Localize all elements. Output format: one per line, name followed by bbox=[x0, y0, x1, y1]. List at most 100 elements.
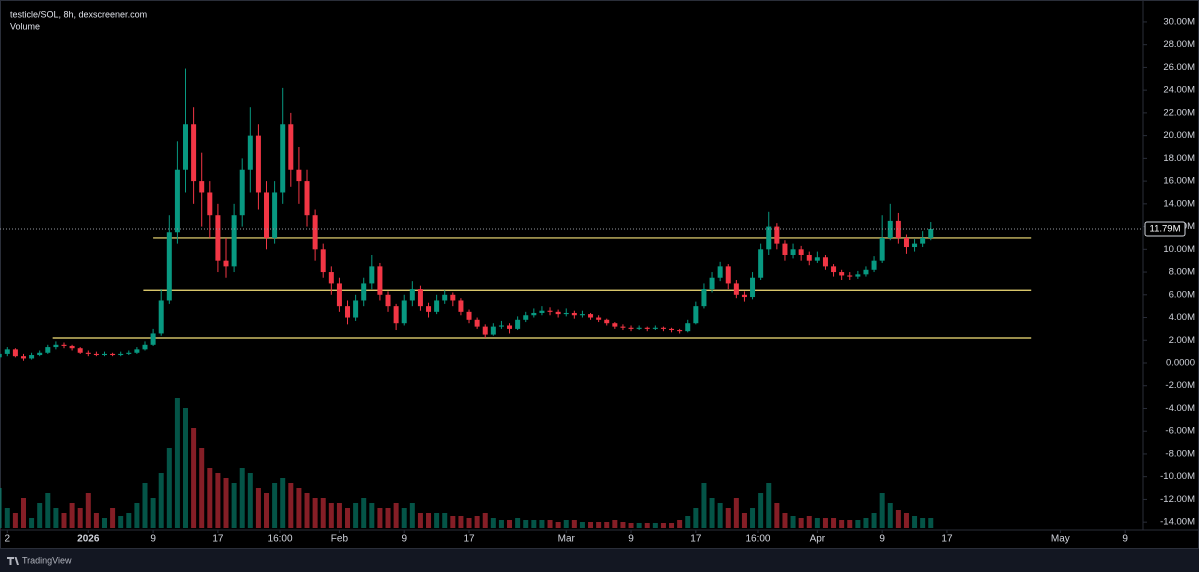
volume-bar bbox=[628, 523, 634, 528]
y-tick-label: 18.00M bbox=[1163, 153, 1195, 164]
candle-body bbox=[12, 349, 18, 357]
candle-body bbox=[563, 312, 569, 315]
volume-bar bbox=[183, 408, 189, 528]
volume-bar bbox=[928, 518, 934, 528]
candle-body bbox=[328, 272, 334, 284]
candle-body bbox=[677, 330, 683, 332]
footer-brand: TradingView bbox=[22, 555, 72, 565]
volume-bar bbox=[304, 493, 310, 528]
x-tick-label: 17 bbox=[212, 534, 224, 545]
volume-bar bbox=[725, 508, 731, 528]
volume-bar bbox=[223, 478, 229, 528]
volume-bar bbox=[85, 493, 91, 528]
candle-body bbox=[685, 323, 691, 332]
candle-body bbox=[150, 333, 156, 345]
candle-body bbox=[158, 300, 164, 334]
volume-bar bbox=[717, 503, 723, 528]
y-tick-label: -2.00M bbox=[1165, 380, 1195, 391]
volume-bar bbox=[839, 520, 845, 528]
volume-bar bbox=[385, 508, 391, 528]
candle-body bbox=[53, 344, 59, 348]
y-tick-label: 30.00M bbox=[1163, 16, 1195, 27]
volume-bar bbox=[264, 493, 270, 528]
candle-body bbox=[4, 349, 10, 354]
volume-bar bbox=[612, 520, 618, 528]
candle-body bbox=[701, 289, 707, 307]
volume-bar bbox=[620, 522, 626, 528]
candle-body bbox=[85, 352, 91, 354]
volume-bar bbox=[887, 503, 893, 528]
x-tick-label: 16:00 bbox=[268, 534, 293, 545]
volume-bar bbox=[822, 518, 828, 528]
y-tick-label: 0.0000 bbox=[1166, 358, 1195, 369]
volume-bar bbox=[733, 498, 739, 528]
volume-bar bbox=[677, 520, 683, 528]
volume-bar bbox=[831, 518, 837, 528]
candle-body bbox=[895, 220, 901, 238]
x-tick-label: 9 bbox=[1122, 534, 1128, 545]
volume-bar bbox=[515, 518, 521, 528]
candle-body bbox=[660, 327, 666, 329]
candle-body bbox=[231, 215, 237, 267]
candle-body bbox=[709, 277, 715, 290]
brand-logo bbox=[7, 557, 19, 565]
volume-bar bbox=[490, 518, 496, 528]
candle-body bbox=[110, 353, 116, 356]
y-tick-label: 4.00M bbox=[1169, 312, 1195, 323]
y-tick-label: 24.00M bbox=[1163, 85, 1195, 96]
volume-bar bbox=[660, 523, 666, 528]
volume-bar bbox=[150, 498, 156, 528]
y-tick-label: 16.00M bbox=[1163, 176, 1195, 187]
volume-bar bbox=[158, 473, 164, 528]
volume-bar bbox=[215, 473, 221, 528]
volume-bar bbox=[555, 522, 561, 528]
candle-body bbox=[474, 319, 480, 327]
volume-bar bbox=[498, 520, 504, 528]
x-tick-label: 9 bbox=[879, 534, 885, 545]
volume-bar bbox=[766, 483, 772, 528]
volume-bar bbox=[20, 498, 26, 528]
candle-body bbox=[199, 181, 205, 193]
candle-body bbox=[693, 306, 699, 324]
volume-bar bbox=[199, 448, 205, 528]
candle-body bbox=[498, 325, 504, 327]
candle-body bbox=[839, 272, 845, 276]
candle-body bbox=[247, 135, 253, 170]
volume-bar bbox=[693, 508, 699, 528]
volume-bar bbox=[701, 483, 707, 528]
x-tick-label: Mar bbox=[558, 534, 576, 545]
volume-bar bbox=[288, 483, 294, 528]
candle-body bbox=[758, 249, 764, 278]
candle-body bbox=[191, 124, 197, 182]
volume-bar bbox=[37, 503, 43, 528]
y-tick-label: 26.00M bbox=[1163, 62, 1195, 73]
volume-bar bbox=[320, 498, 326, 528]
volume-bar bbox=[709, 498, 715, 528]
y-tick-label: -8.00M bbox=[1165, 448, 1195, 459]
volume-bar bbox=[53, 508, 59, 528]
candle-body bbox=[855, 274, 861, 277]
candle-body bbox=[142, 344, 148, 350]
volume-bar bbox=[93, 513, 99, 528]
y-tick-label: 2.00M bbox=[1169, 335, 1195, 346]
volume-bar bbox=[126, 513, 132, 528]
candle-body bbox=[733, 283, 739, 295]
volume-bar bbox=[563, 520, 569, 528]
candle-body bbox=[426, 306, 432, 312]
volume-bar bbox=[247, 473, 253, 528]
y-tick-label: 20.00M bbox=[1163, 130, 1195, 141]
candle-body bbox=[539, 310, 545, 313]
volume-bar bbox=[644, 523, 650, 528]
candle-body bbox=[604, 319, 610, 324]
candle-body bbox=[118, 353, 124, 356]
candle-body bbox=[434, 300, 440, 312]
volume-bar bbox=[806, 516, 812, 528]
candle-body bbox=[296, 169, 302, 182]
volume-bar bbox=[750, 508, 756, 528]
candle-body bbox=[831, 266, 837, 273]
y-tick-label: -14.00M bbox=[1160, 517, 1195, 528]
volume-bar bbox=[450, 516, 456, 528]
candle-body bbox=[644, 327, 650, 329]
candle-body bbox=[442, 294, 448, 301]
candle-body bbox=[385, 294, 391, 307]
